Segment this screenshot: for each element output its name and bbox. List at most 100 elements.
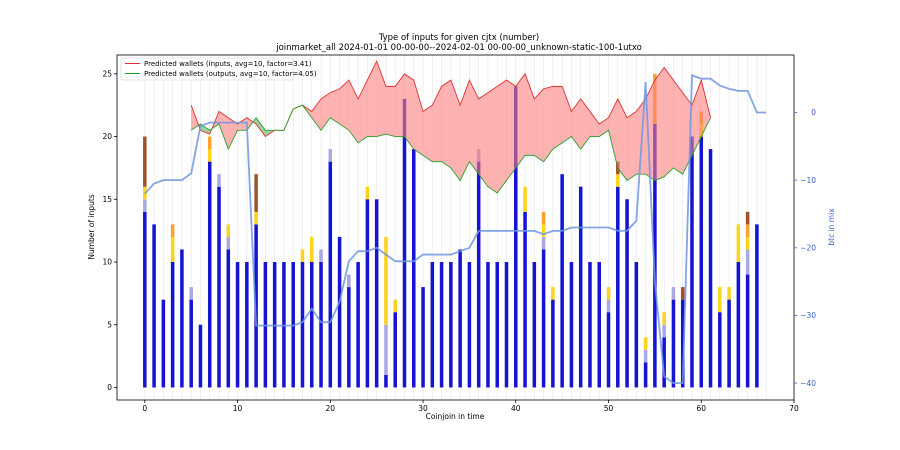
bar-blue bbox=[495, 262, 499, 388]
bar-gold bbox=[523, 186, 527, 212]
bar-gold bbox=[551, 287, 555, 300]
bar-blue bbox=[347, 287, 351, 388]
fill-between-area bbox=[562, 86, 572, 143]
bar-lavender bbox=[143, 199, 147, 212]
fill-between-area bbox=[385, 86, 396, 137]
bar-blue bbox=[439, 262, 444, 388]
y-tick-label: 25 bbox=[102, 70, 112, 79]
fill-between-area bbox=[219, 111, 229, 150]
fill-between-area bbox=[367, 61, 377, 137]
bar-blue bbox=[449, 262, 453, 388]
bar-blue bbox=[708, 149, 713, 388]
x-axis: 0 10 20 30 40 50 60 70 bbox=[142, 400, 799, 413]
y-tick-label: 15 bbox=[102, 195, 112, 204]
y2-tick-label: −30 bbox=[800, 311, 816, 320]
fill-between-area bbox=[487, 86, 498, 193]
fill-between-area bbox=[571, 98, 581, 150]
x-tick-label: 0 bbox=[142, 404, 147, 413]
bar-blue bbox=[393, 312, 397, 388]
bar-blue bbox=[625, 199, 629, 388]
bar-blue bbox=[356, 262, 360, 388]
bar-blue bbox=[680, 299, 685, 388]
bar-blue bbox=[207, 161, 212, 388]
bar-blue bbox=[300, 262, 305, 388]
bar-blue bbox=[727, 299, 731, 388]
bar-blue bbox=[374, 199, 379, 388]
bar-blue bbox=[476, 161, 481, 388]
legend: Predicted wallets (inputs, avg=10, facto… bbox=[120, 57, 317, 81]
x-tick-label: 60 bbox=[696, 404, 706, 413]
bar-blue bbox=[412, 149, 416, 388]
fill-between-area bbox=[589, 111, 600, 137]
fill-between-area bbox=[534, 88, 544, 162]
bar-sienna bbox=[680, 287, 685, 300]
bar-blue bbox=[235, 262, 240, 388]
bar-blue bbox=[662, 337, 666, 388]
bar-blue bbox=[458, 249, 462, 388]
fill-between-area bbox=[330, 88, 340, 124]
bar-sienna bbox=[254, 174, 258, 212]
x-tick-label: 70 bbox=[789, 404, 799, 413]
bar-sienna bbox=[143, 136, 147, 187]
bar-gold bbox=[365, 186, 370, 200]
fill-between-area bbox=[460, 80, 470, 181]
bar-lavender bbox=[328, 149, 333, 162]
legend-label-outputs: Predicted wallets (outputs, avg=10, fact… bbox=[144, 70, 317, 78]
fill-between-area bbox=[664, 67, 674, 177]
bar-blue bbox=[699, 136, 704, 388]
x-tick-label: 40 bbox=[511, 404, 521, 413]
fill-between-area bbox=[339, 80, 349, 131]
bar-blue bbox=[578, 186, 583, 388]
bar-blue bbox=[143, 211, 147, 388]
fill-between-area bbox=[432, 86, 442, 162]
y2-tick-label: −20 bbox=[800, 243, 816, 252]
bar-orange bbox=[745, 224, 750, 237]
fill-between-area bbox=[413, 80, 424, 156]
bar-blue bbox=[551, 299, 555, 388]
fill-between-area bbox=[358, 80, 368, 143]
bar-gold bbox=[662, 312, 666, 325]
fill-between-area bbox=[497, 80, 507, 193]
fill-between-area bbox=[423, 105, 433, 162]
bar-gold bbox=[727, 287, 731, 300]
x-tick-label: 50 bbox=[604, 404, 614, 413]
fill-between-area bbox=[627, 111, 637, 181]
bar-blue bbox=[569, 262, 574, 388]
bar-gold bbox=[616, 174, 620, 187]
bar-blue bbox=[532, 262, 537, 388]
bar-lavender bbox=[541, 236, 546, 250]
fill-between-area bbox=[506, 80, 516, 181]
bar-blue bbox=[384, 374, 388, 388]
fill-between-area bbox=[256, 117, 266, 137]
fill-between-area bbox=[228, 117, 238, 150]
bar-blue bbox=[690, 136, 694, 388]
bar-blue bbox=[217, 186, 221, 388]
bar-gold bbox=[718, 287, 722, 313]
bar-blue bbox=[504, 262, 509, 388]
bar-blue bbox=[152, 224, 156, 388]
fill-between-area bbox=[348, 80, 359, 143]
bar-blue bbox=[745, 274, 750, 388]
y-axis-right: 0 −10 −20 −30 −40 bbox=[794, 108, 816, 388]
fill-between-area bbox=[701, 80, 711, 137]
bar-lavender bbox=[643, 349, 648, 363]
fill-layer bbox=[191, 61, 711, 193]
bar-lavender bbox=[745, 249, 750, 275]
y2-axis-label: btc in mix bbox=[827, 208, 836, 246]
y-tick-label: 20 bbox=[102, 132, 112, 141]
y-tick-label: 5 bbox=[107, 320, 112, 329]
bar-lavender bbox=[319, 249, 323, 262]
bar-blue bbox=[226, 249, 231, 388]
bar-blue bbox=[309, 262, 314, 388]
chart-subtitle: joinmarket_all 2024-01-01 00-00-00--2024… bbox=[275, 43, 642, 53]
bar-blue bbox=[198, 324, 203, 388]
bar-gold bbox=[745, 236, 750, 250]
fill-between-area bbox=[673, 80, 683, 175]
bar-blue bbox=[616, 186, 620, 388]
bar-gold bbox=[736, 224, 741, 262]
bar-orange bbox=[541, 211, 546, 225]
bar-gold bbox=[309, 236, 314, 262]
bar-lavender bbox=[662, 324, 666, 338]
